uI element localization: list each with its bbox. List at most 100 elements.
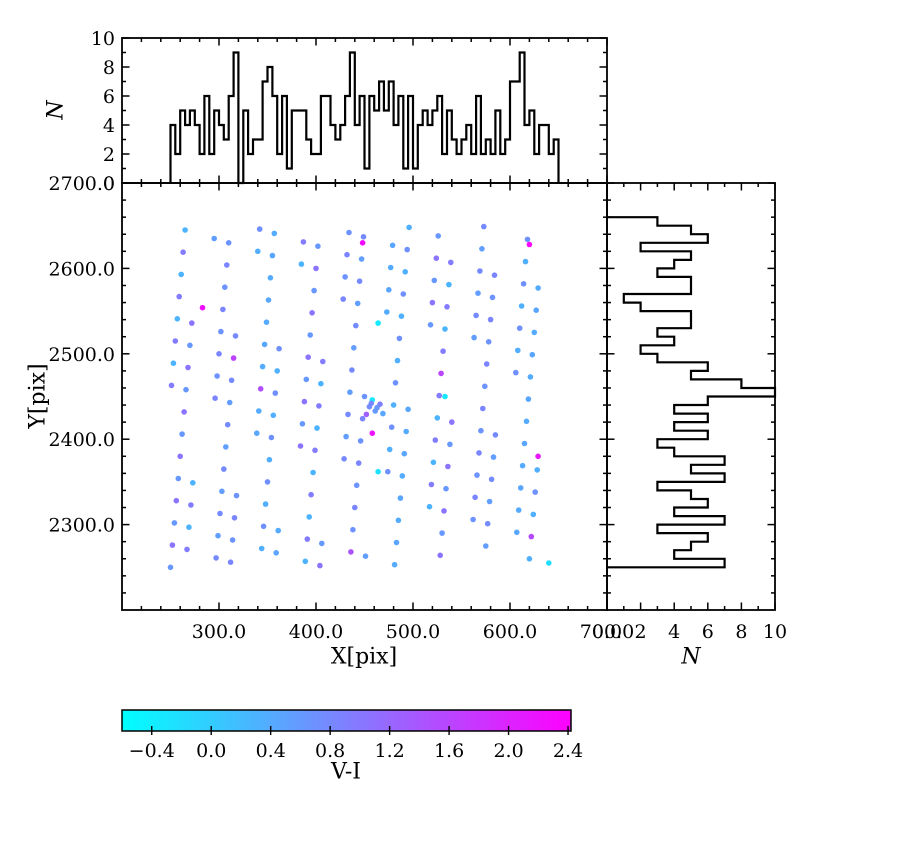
tick-label: 8	[103, 57, 115, 79]
scatter-point	[515, 507, 522, 513]
scatter-point	[257, 386, 264, 392]
scatter-point	[524, 236, 531, 243]
scatter-point	[226, 399, 233, 406]
scatter-point	[212, 395, 218, 402]
scatter-point	[276, 345, 282, 352]
tick-marks	[122, 37, 776, 610]
scatter-point	[185, 364, 191, 371]
tick-label: 10	[763, 621, 787, 643]
scatter-point	[483, 543, 489, 549]
scatter-point	[375, 468, 381, 475]
scatter-point	[199, 304, 206, 311]
scatter-point	[443, 485, 449, 492]
scatter-point	[525, 396, 532, 402]
scatter-point	[307, 332, 314, 338]
scatter-point	[188, 502, 194, 508]
scatter-point	[446, 281, 452, 288]
scatter-point	[269, 252, 276, 259]
scatter-point	[437, 552, 444, 559]
tick-label: 300.0	[192, 621, 246, 643]
scatter-point	[391, 561, 398, 568]
scatter-point	[523, 418, 530, 425]
tick-label: 10	[91, 28, 115, 50]
scatter-point	[359, 240, 366, 246]
scatter-point	[225, 240, 232, 246]
scatter-point	[297, 443, 304, 449]
scatter-point	[514, 529, 520, 536]
scatter-point	[168, 382, 175, 389]
scatter-point	[403, 428, 410, 435]
scatter-point	[390, 402, 397, 408]
scatter-point	[387, 264, 394, 271]
scatter-point	[316, 403, 322, 409]
scatter-point	[224, 421, 231, 428]
scatter-point	[211, 235, 217, 242]
scatter-point	[177, 453, 183, 460]
scatter-point	[224, 262, 230, 268]
scatter-point	[273, 550, 280, 556]
scatter-point	[531, 329, 538, 336]
scatter-point	[311, 287, 317, 294]
scatter-point	[258, 545, 265, 552]
scatter-point	[482, 383, 488, 390]
scatter-point	[171, 520, 178, 526]
tick-label: 600.0	[483, 621, 537, 643]
scatter-point	[263, 319, 270, 326]
scatter-point	[217, 510, 223, 517]
scatter-point	[230, 355, 237, 361]
scatter-point	[275, 527, 282, 534]
scatter-point	[528, 533, 535, 540]
scatter-point	[380, 410, 386, 417]
scatter-point	[354, 300, 361, 307]
scatter-point	[369, 430, 376, 437]
scatter-point	[530, 511, 537, 518]
scatter-point	[306, 514, 313, 520]
scatter-point	[527, 374, 534, 380]
scatter-point	[404, 246, 411, 253]
top-histogram	[169, 51, 560, 185]
scatter-point	[440, 348, 446, 355]
colorbar-label: V-I	[331, 759, 361, 785]
right-histogram-path	[607, 216, 777, 569]
scatter-point	[175, 475, 182, 482]
tick-label: 0.4	[256, 740, 286, 762]
tick-label: 2.4	[553, 740, 583, 762]
scatter-point	[355, 460, 362, 466]
scatter-point	[356, 278, 363, 285]
scatter-point	[486, 498, 493, 505]
scatter-point	[256, 226, 263, 232]
scatter-point	[220, 306, 226, 313]
scatter-point	[344, 251, 350, 258]
scatter-point	[345, 411, 351, 418]
scatter-point	[517, 485, 524, 491]
scatter-point	[301, 398, 308, 405]
tick-labels: 300.0 400.0 500.0 600.02300.02400.02500.026…	[49, 28, 788, 762]
tick-label: 0	[103, 173, 115, 195]
scatter-point	[385, 468, 391, 475]
scatter-point	[395, 517, 402, 524]
scatter-point	[266, 456, 273, 463]
scatter-point	[479, 246, 485, 252]
scatter-point	[361, 393, 368, 400]
scatter-point	[349, 367, 355, 373]
scatter-point	[444, 304, 450, 310]
scatter-point	[272, 390, 279, 396]
scatter-point	[533, 307, 539, 314]
scatter-point	[397, 495, 404, 501]
scatter-point	[546, 560, 552, 566]
scatter-point	[518, 303, 525, 309]
scatter-point	[271, 230, 278, 237]
scatter-point	[183, 386, 189, 393]
scatter-point	[229, 537, 236, 543]
scatter-point	[490, 454, 497, 460]
scatter-point	[398, 313, 405, 320]
scatter-point	[488, 476, 495, 483]
scatter-point	[313, 265, 319, 272]
tick-label: 6	[702, 621, 714, 643]
scatter-point	[170, 360, 177, 367]
scatter-point	[448, 259, 454, 266]
scatter-point	[439, 530, 445, 536]
tick-label: 1.6	[434, 740, 464, 762]
scatter-point	[320, 358, 326, 365]
